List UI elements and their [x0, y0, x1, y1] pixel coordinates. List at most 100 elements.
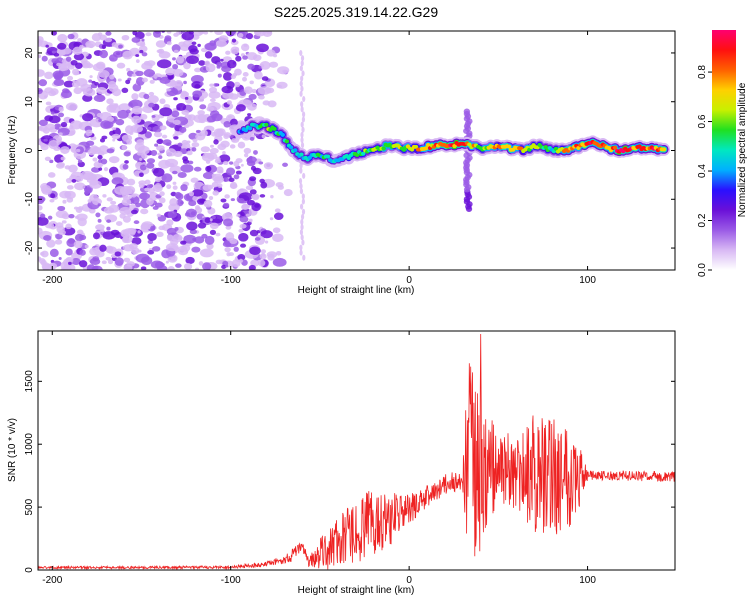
- noise-blob: [98, 145, 110, 155]
- noise-blob: [67, 75, 74, 81]
- noise-blob: [191, 189, 204, 197]
- noise-blob: [124, 160, 129, 164]
- noise-blob: [54, 239, 63, 245]
- noise-blob: [133, 220, 140, 225]
- noise-blob: [263, 162, 274, 170]
- noise-blob: [222, 161, 229, 166]
- noise-blob: [148, 91, 155, 96]
- noise-blob: [199, 119, 206, 124]
- noise-blob: [233, 246, 239, 252]
- colorbar: 0.0 0.2 0.4 0.6 0.8 Normalized spectral ampl…: [697, 30, 748, 277]
- noise-blob: [186, 221, 198, 231]
- noise-blob: [233, 81, 241, 88]
- noise-blob: [114, 251, 122, 257]
- noise-blob: [48, 105, 55, 109]
- noise-blob: [282, 69, 288, 74]
- noise-blob: [38, 54, 42, 59]
- noise-blob: [259, 61, 271, 70]
- noise-blob: [192, 90, 203, 98]
- noise-blob: [141, 77, 148, 83]
- noise-blob: [181, 31, 186, 34]
- ridge-blob: [272, 126, 277, 131]
- noise-blob: [184, 124, 190, 129]
- noise-blob: [51, 58, 60, 64]
- noise-blob: [272, 257, 287, 267]
- noise-blob: [231, 138, 237, 142]
- noise-blob: [246, 52, 258, 61]
- streak-blob: [302, 172, 306, 179]
- noise-blob: [261, 134, 266, 139]
- noise-blob: [141, 221, 154, 230]
- noise-blob: [99, 49, 109, 59]
- noise-blob: [229, 118, 238, 127]
- noise-blob: [194, 67, 202, 73]
- noise-blob: [183, 80, 187, 85]
- noise-blob: [54, 154, 65, 164]
- noise-blob: [60, 122, 68, 128]
- noise-blob: [218, 154, 231, 163]
- noise-blob: [217, 143, 227, 151]
- noise-blob: [106, 116, 115, 123]
- noise-blob: [74, 62, 83, 70]
- noise-blob: [222, 150, 226, 155]
- noise-blob: [148, 102, 155, 108]
- noise-blob: [260, 249, 267, 254]
- noise-blob: [238, 232, 249, 242]
- noise-blob: [249, 80, 254, 85]
- noise-blob: [243, 147, 252, 154]
- noise-blob: [152, 246, 161, 252]
- streak-blob: [299, 90, 303, 97]
- streak-blob: [301, 70, 305, 77]
- noise-blob: [231, 259, 241, 268]
- noise-blob: [111, 127, 117, 131]
- noise-blob: [118, 103, 131, 112]
- noise-blob: [58, 229, 66, 236]
- noise-blob: [130, 196, 140, 205]
- noise-blob: [95, 212, 101, 218]
- noise-blob: [96, 112, 103, 118]
- noise-blob: [44, 71, 54, 80]
- noise-blob: [131, 36, 141, 43]
- noise-blob: [216, 64, 221, 69]
- noise-blob: [57, 112, 65, 118]
- ridge-blob: [247, 126, 253, 131]
- noise-blob: [108, 156, 120, 164]
- noise-blob: [135, 59, 140, 63]
- noise-blob: [131, 73, 137, 77]
- snr-panel: -200 -100 0 100 0 500 1000 1500 Height of stra…: [7, 330, 676, 596]
- noise-blob: [154, 183, 162, 190]
- noise-blob: [215, 39, 227, 48]
- noise-blob: [182, 159, 190, 164]
- ridge-blob: [423, 146, 429, 151]
- noise-blob: [41, 55, 48, 62]
- noise-blob: [180, 184, 188, 192]
- noise-blob: [53, 52, 60, 57]
- noise-blob: [260, 181, 268, 189]
- noise-blob: [242, 76, 248, 82]
- noise-blob: [161, 173, 173, 183]
- noise-blob: [149, 79, 155, 84]
- noise-blob: [131, 193, 137, 198]
- noise-blob: [91, 266, 97, 270]
- noise-blob: [167, 265, 175, 270]
- noise-blob: [173, 136, 179, 140]
- noise-blob: [131, 115, 142, 124]
- noise-blob: [67, 33, 75, 40]
- noise-blob: [237, 197, 245, 204]
- noise-blob: [136, 151, 144, 156]
- noise-blob: [213, 176, 225, 184]
- noise-blob: [110, 229, 120, 236]
- noise-blob: [159, 107, 173, 117]
- noise-blob: [69, 125, 74, 129]
- noise-blob: [129, 243, 138, 250]
- noise-blob: [123, 257, 131, 263]
- noise-blob: [138, 182, 145, 189]
- noise-blob: [227, 59, 237, 69]
- colorbar-ticks: 0.0 0.2 0.4 0.6 0.8: [697, 65, 712, 277]
- noise-blob: [99, 244, 107, 252]
- noise-blob: [223, 120, 231, 128]
- noise-blob: [69, 130, 76, 136]
- noise-blob: [204, 217, 211, 224]
- colorbar-tick-label: 0.8: [697, 65, 708, 79]
- noise-blob: [184, 96, 189, 100]
